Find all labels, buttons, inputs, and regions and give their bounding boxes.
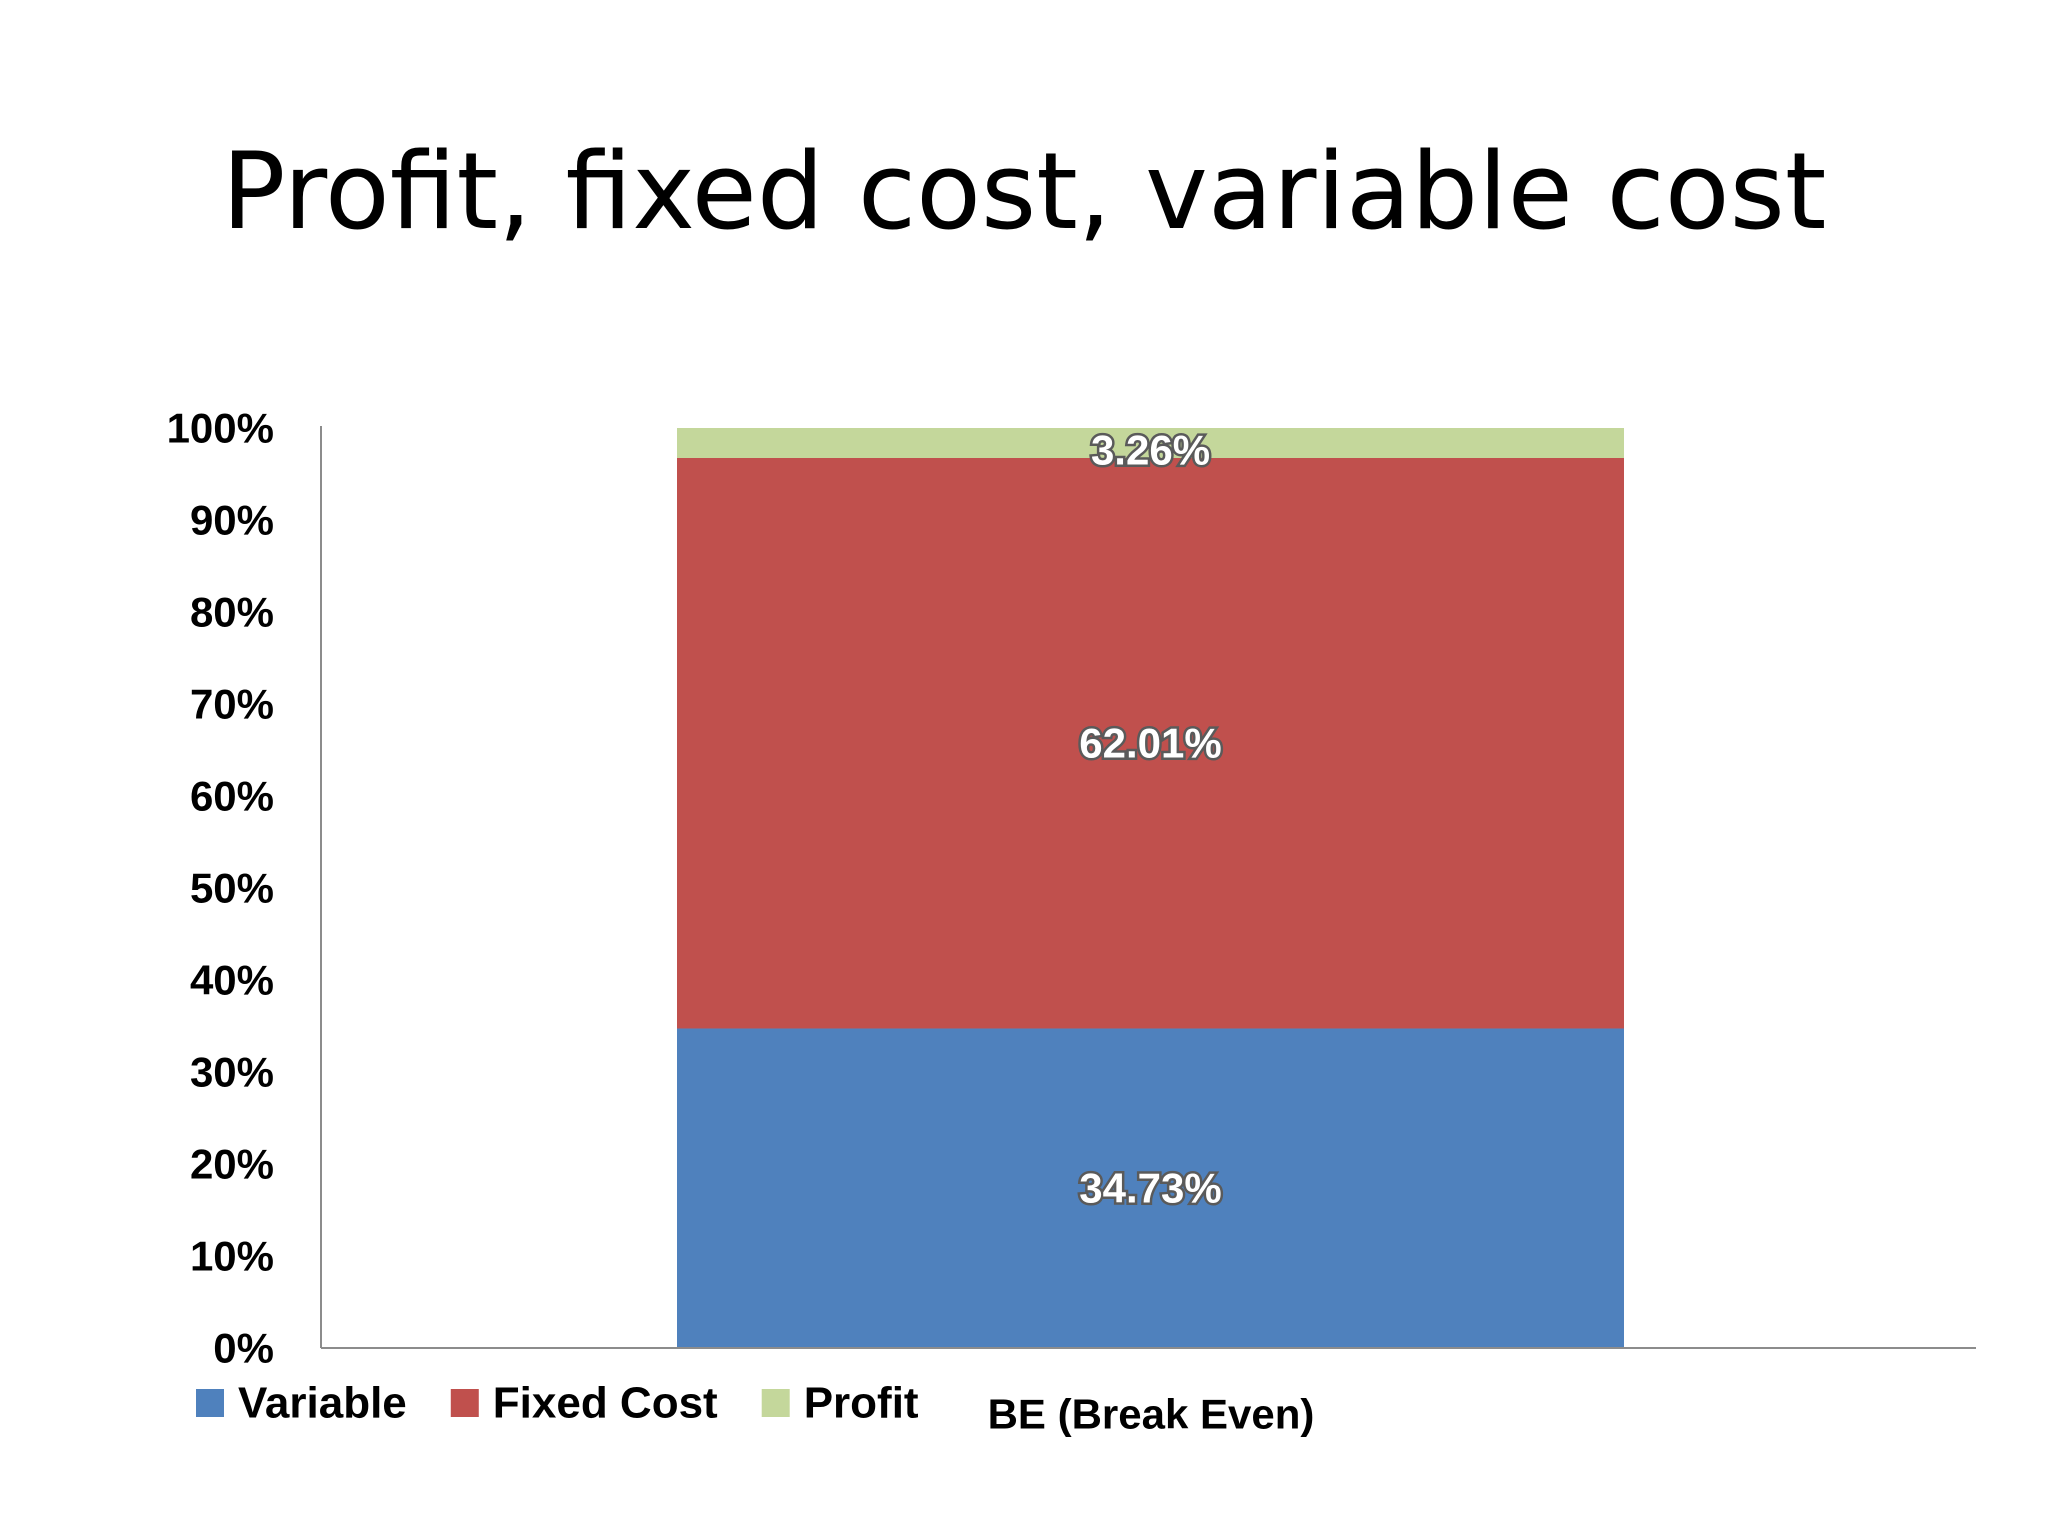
x-category-label: BE (Break Even) bbox=[988, 1391, 1315, 1438]
legend-swatch-profit bbox=[761, 1389, 790, 1417]
bar-segment-fixed-cost bbox=[677, 457, 1624, 1029]
y-tick-label: 10% bbox=[190, 1233, 274, 1280]
data-label-fixed-cost: 62.01% bbox=[1079, 720, 1221, 767]
y-tick-label: 50% bbox=[190, 865, 274, 912]
legend-swatch-variable bbox=[196, 1389, 224, 1417]
bar-segment-profit bbox=[677, 428, 1624, 458]
y-tick-label: 90% bbox=[190, 497, 274, 544]
y-tick-label: 80% bbox=[190, 589, 274, 636]
y-tick-label: 30% bbox=[190, 1049, 274, 1096]
y-tick-label: 0% bbox=[213, 1325, 274, 1372]
legend-label-profit: Profit bbox=[804, 1379, 919, 1428]
bar-segment-variable bbox=[677, 1028, 1624, 1348]
y-tick-label: 60% bbox=[190, 773, 274, 820]
y-tick-label: 70% bbox=[190, 681, 274, 728]
data-label-profit: 3.26% bbox=[1091, 427, 1210, 474]
legend-label-fixed-cost: Fixed Cost bbox=[493, 1379, 718, 1428]
y-tick-label: 20% bbox=[190, 1141, 274, 1188]
legend-swatch-fixed-cost bbox=[450, 1389, 479, 1417]
slide-title: Profit, fixed cost, variable cost bbox=[221, 130, 1827, 253]
legend-label-variable: Variable bbox=[238, 1379, 407, 1428]
data-label-variable: 34.73% bbox=[1079, 1165, 1221, 1212]
y-tick-label: 40% bbox=[190, 957, 274, 1004]
y-tick-label: 100% bbox=[167, 405, 274, 452]
